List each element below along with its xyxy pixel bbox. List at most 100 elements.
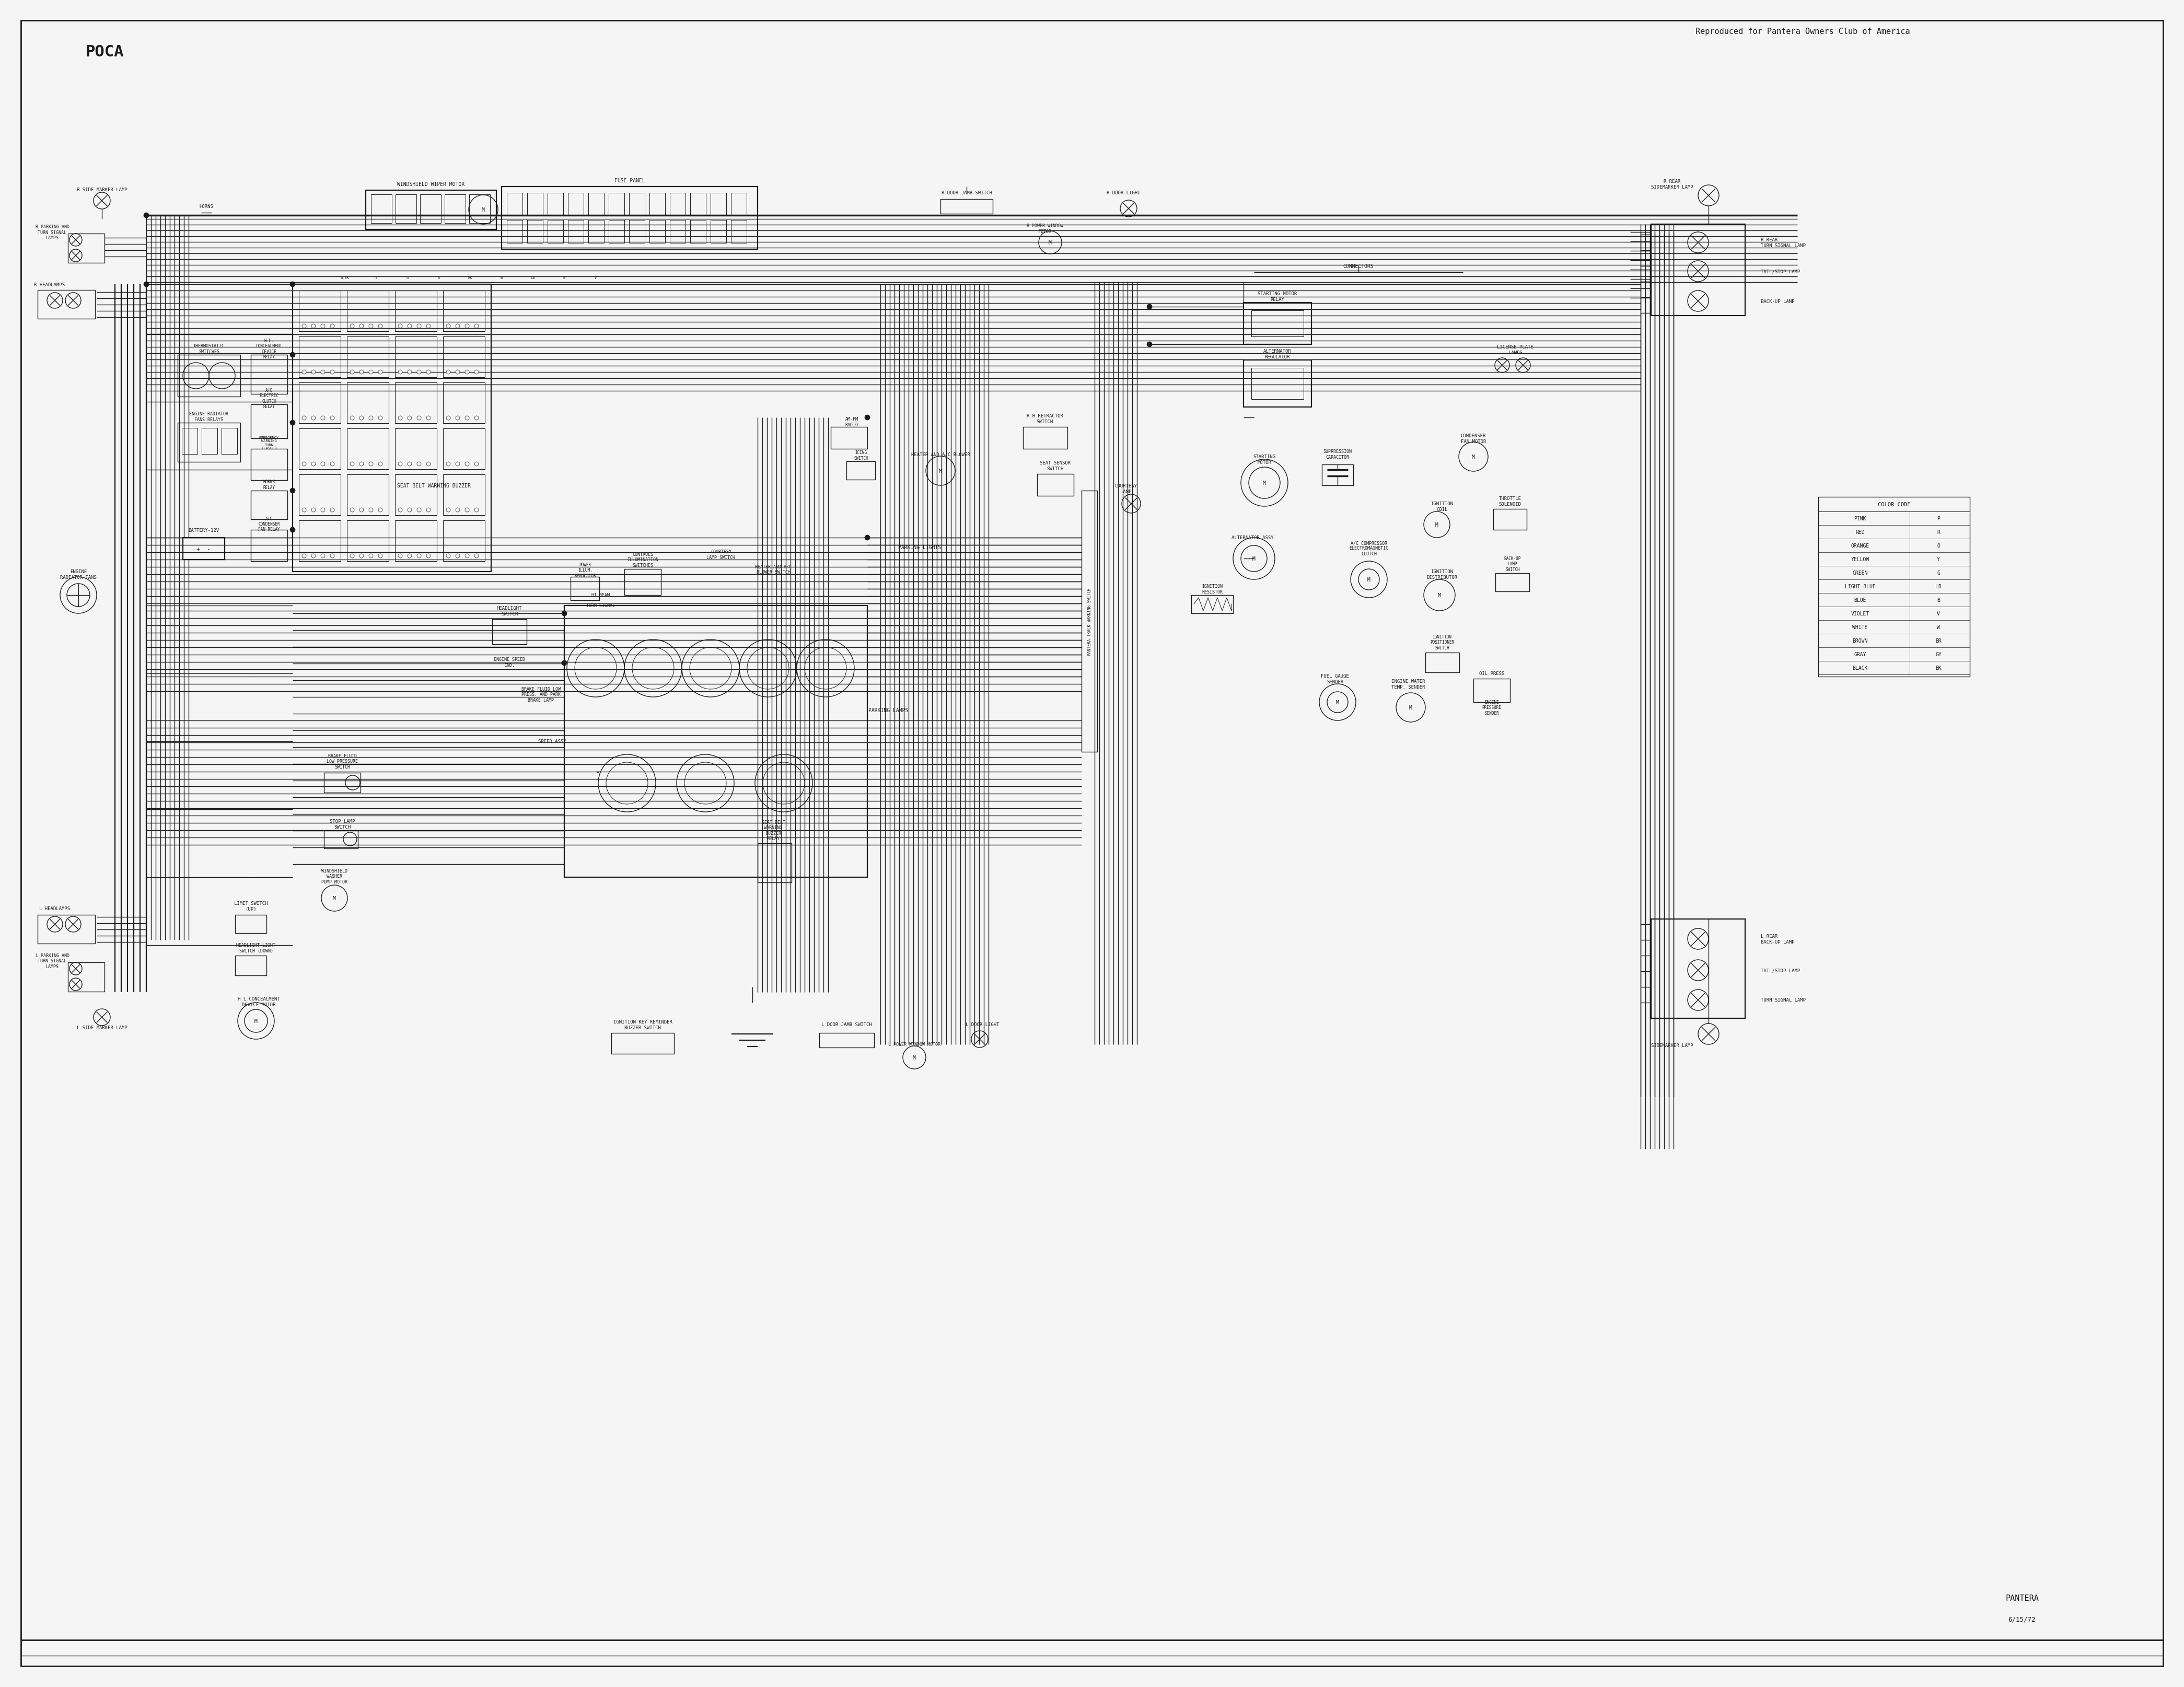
Text: CONNECTORS: CONNECTORS: [1343, 263, 1374, 268]
Circle shape: [369, 508, 373, 513]
Circle shape: [312, 462, 314, 466]
Circle shape: [360, 371, 365, 375]
Bar: [1081, 491, 1096, 752]
Text: IGNITION
DISTRIBUTOR: IGNITION DISTRIBUTOR: [1426, 570, 1457, 580]
Bar: [587, 194, 605, 216]
Circle shape: [408, 324, 413, 329]
Bar: [443, 383, 485, 423]
Bar: [347, 474, 389, 516]
Text: RED: RED: [1856, 530, 1865, 535]
Circle shape: [301, 508, 306, 513]
Circle shape: [865, 535, 869, 540]
Text: L SIDE MARKER LAMP: L SIDE MARKER LAMP: [76, 1026, 127, 1031]
Bar: [395, 194, 417, 224]
Text: M: M: [913, 1054, 915, 1059]
Circle shape: [474, 508, 478, 513]
Bar: [629, 194, 644, 216]
Circle shape: [456, 324, 461, 329]
Bar: [347, 337, 389, 378]
Text: CONDENSER
FAN MOTOR: CONDENSER FAN MOTOR: [1461, 434, 1485, 444]
Bar: [1022, 427, 1068, 449]
Text: R HEADLAMPS: R HEADLAMPS: [35, 282, 66, 287]
Bar: [395, 383, 437, 423]
Circle shape: [360, 324, 365, 329]
Bar: [710, 194, 727, 216]
Bar: [236, 914, 266, 933]
Bar: [568, 194, 583, 216]
Bar: [609, 221, 625, 243]
Text: M: M: [332, 896, 336, 901]
Text: R DOOR JAMB SWITCH: R DOOR JAMB SWITCH: [941, 191, 992, 196]
Text: GREEN: GREEN: [1852, 570, 1867, 575]
Bar: [347, 521, 389, 562]
Bar: [570, 577, 598, 601]
Bar: [548, 221, 563, 243]
Text: +  -: + -: [197, 547, 212, 552]
Circle shape: [330, 508, 334, 513]
Text: SEAT BELT WARNING BUZZER: SEAT BELT WARNING BUZZER: [397, 482, 472, 488]
Circle shape: [301, 324, 306, 329]
Circle shape: [456, 553, 461, 558]
Text: R DOOR LIGHT: R DOOR LIGHT: [1107, 191, 1140, 196]
Text: ICING
SWITCH: ICING SWITCH: [854, 450, 869, 461]
Circle shape: [474, 324, 478, 329]
Bar: [526, 221, 544, 243]
Circle shape: [312, 371, 314, 375]
Bar: [649, 194, 666, 216]
Circle shape: [378, 324, 382, 329]
Circle shape: [301, 462, 306, 466]
Bar: [395, 428, 437, 469]
Circle shape: [321, 462, 325, 466]
Circle shape: [417, 508, 422, 513]
Circle shape: [426, 462, 430, 466]
Bar: [177, 423, 240, 462]
Circle shape: [378, 417, 382, 420]
Circle shape: [456, 508, 461, 513]
Circle shape: [408, 462, 413, 466]
Circle shape: [378, 462, 382, 466]
Text: STOP LAMP
SWITCH: STOP LAMP SWITCH: [330, 820, 354, 830]
Circle shape: [561, 611, 568, 616]
Text: BACK-UP
LAMP
SWITCH: BACK-UP LAMP SWITCH: [1505, 557, 1520, 572]
Text: TURN SIGNAL: TURN SIGNAL: [587, 604, 616, 609]
Text: SEAT SENSOR
SWITCH: SEAT SENSOR SWITCH: [1040, 461, 1070, 471]
Text: R: R: [1937, 530, 1939, 535]
Circle shape: [465, 553, 470, 558]
Bar: [502, 187, 758, 250]
Bar: [732, 221, 747, 243]
Circle shape: [144, 213, 149, 218]
Circle shape: [301, 417, 306, 420]
Bar: [670, 194, 686, 216]
Text: LIMIT SWITCH
(UP): LIMIT SWITCH (UP): [234, 901, 269, 911]
Text: H.L.
CONCEALMENT
DEVICE
RELAY: H.L. CONCEALMENT DEVICE RELAY: [256, 339, 282, 359]
Circle shape: [465, 417, 470, 420]
Text: IGNITION
COIL: IGNITION COIL: [1431, 501, 1452, 511]
Bar: [181, 428, 197, 454]
Circle shape: [349, 462, 354, 466]
Bar: [37, 914, 96, 943]
Text: P: P: [1937, 516, 1939, 521]
Text: L DOOR LIGHT: L DOOR LIGHT: [965, 1022, 998, 1027]
Circle shape: [1147, 304, 1153, 310]
Circle shape: [446, 371, 450, 375]
Bar: [443, 337, 485, 378]
Bar: [819, 1032, 874, 1048]
Bar: [299, 337, 341, 378]
Circle shape: [446, 462, 450, 466]
Text: L REAR
BACK-UP LAMP: L REAR BACK-UP LAMP: [1760, 935, 1795, 945]
Text: ALTERNATOR
REGULATOR: ALTERNATOR REGULATOR: [1262, 349, 1291, 359]
Bar: [323, 830, 358, 849]
Circle shape: [426, 371, 430, 375]
Bar: [251, 405, 288, 439]
Text: W: W: [1937, 624, 1939, 629]
Bar: [201, 428, 218, 454]
Bar: [419, 194, 441, 224]
Bar: [830, 427, 867, 449]
Circle shape: [330, 371, 334, 375]
Bar: [1190, 596, 1234, 614]
Text: R REAR
TURN SIGNAL LAMP: R REAR TURN SIGNAL LAMP: [1760, 238, 1806, 248]
Circle shape: [349, 553, 354, 558]
Text: ENGINE RADIATOR
FANS RELAYS: ENGINE RADIATOR FANS RELAYS: [190, 412, 229, 422]
Bar: [847, 462, 876, 481]
Text: TURN SIGNAL LAMP: TURN SIGNAL LAMP: [1760, 997, 1806, 1002]
